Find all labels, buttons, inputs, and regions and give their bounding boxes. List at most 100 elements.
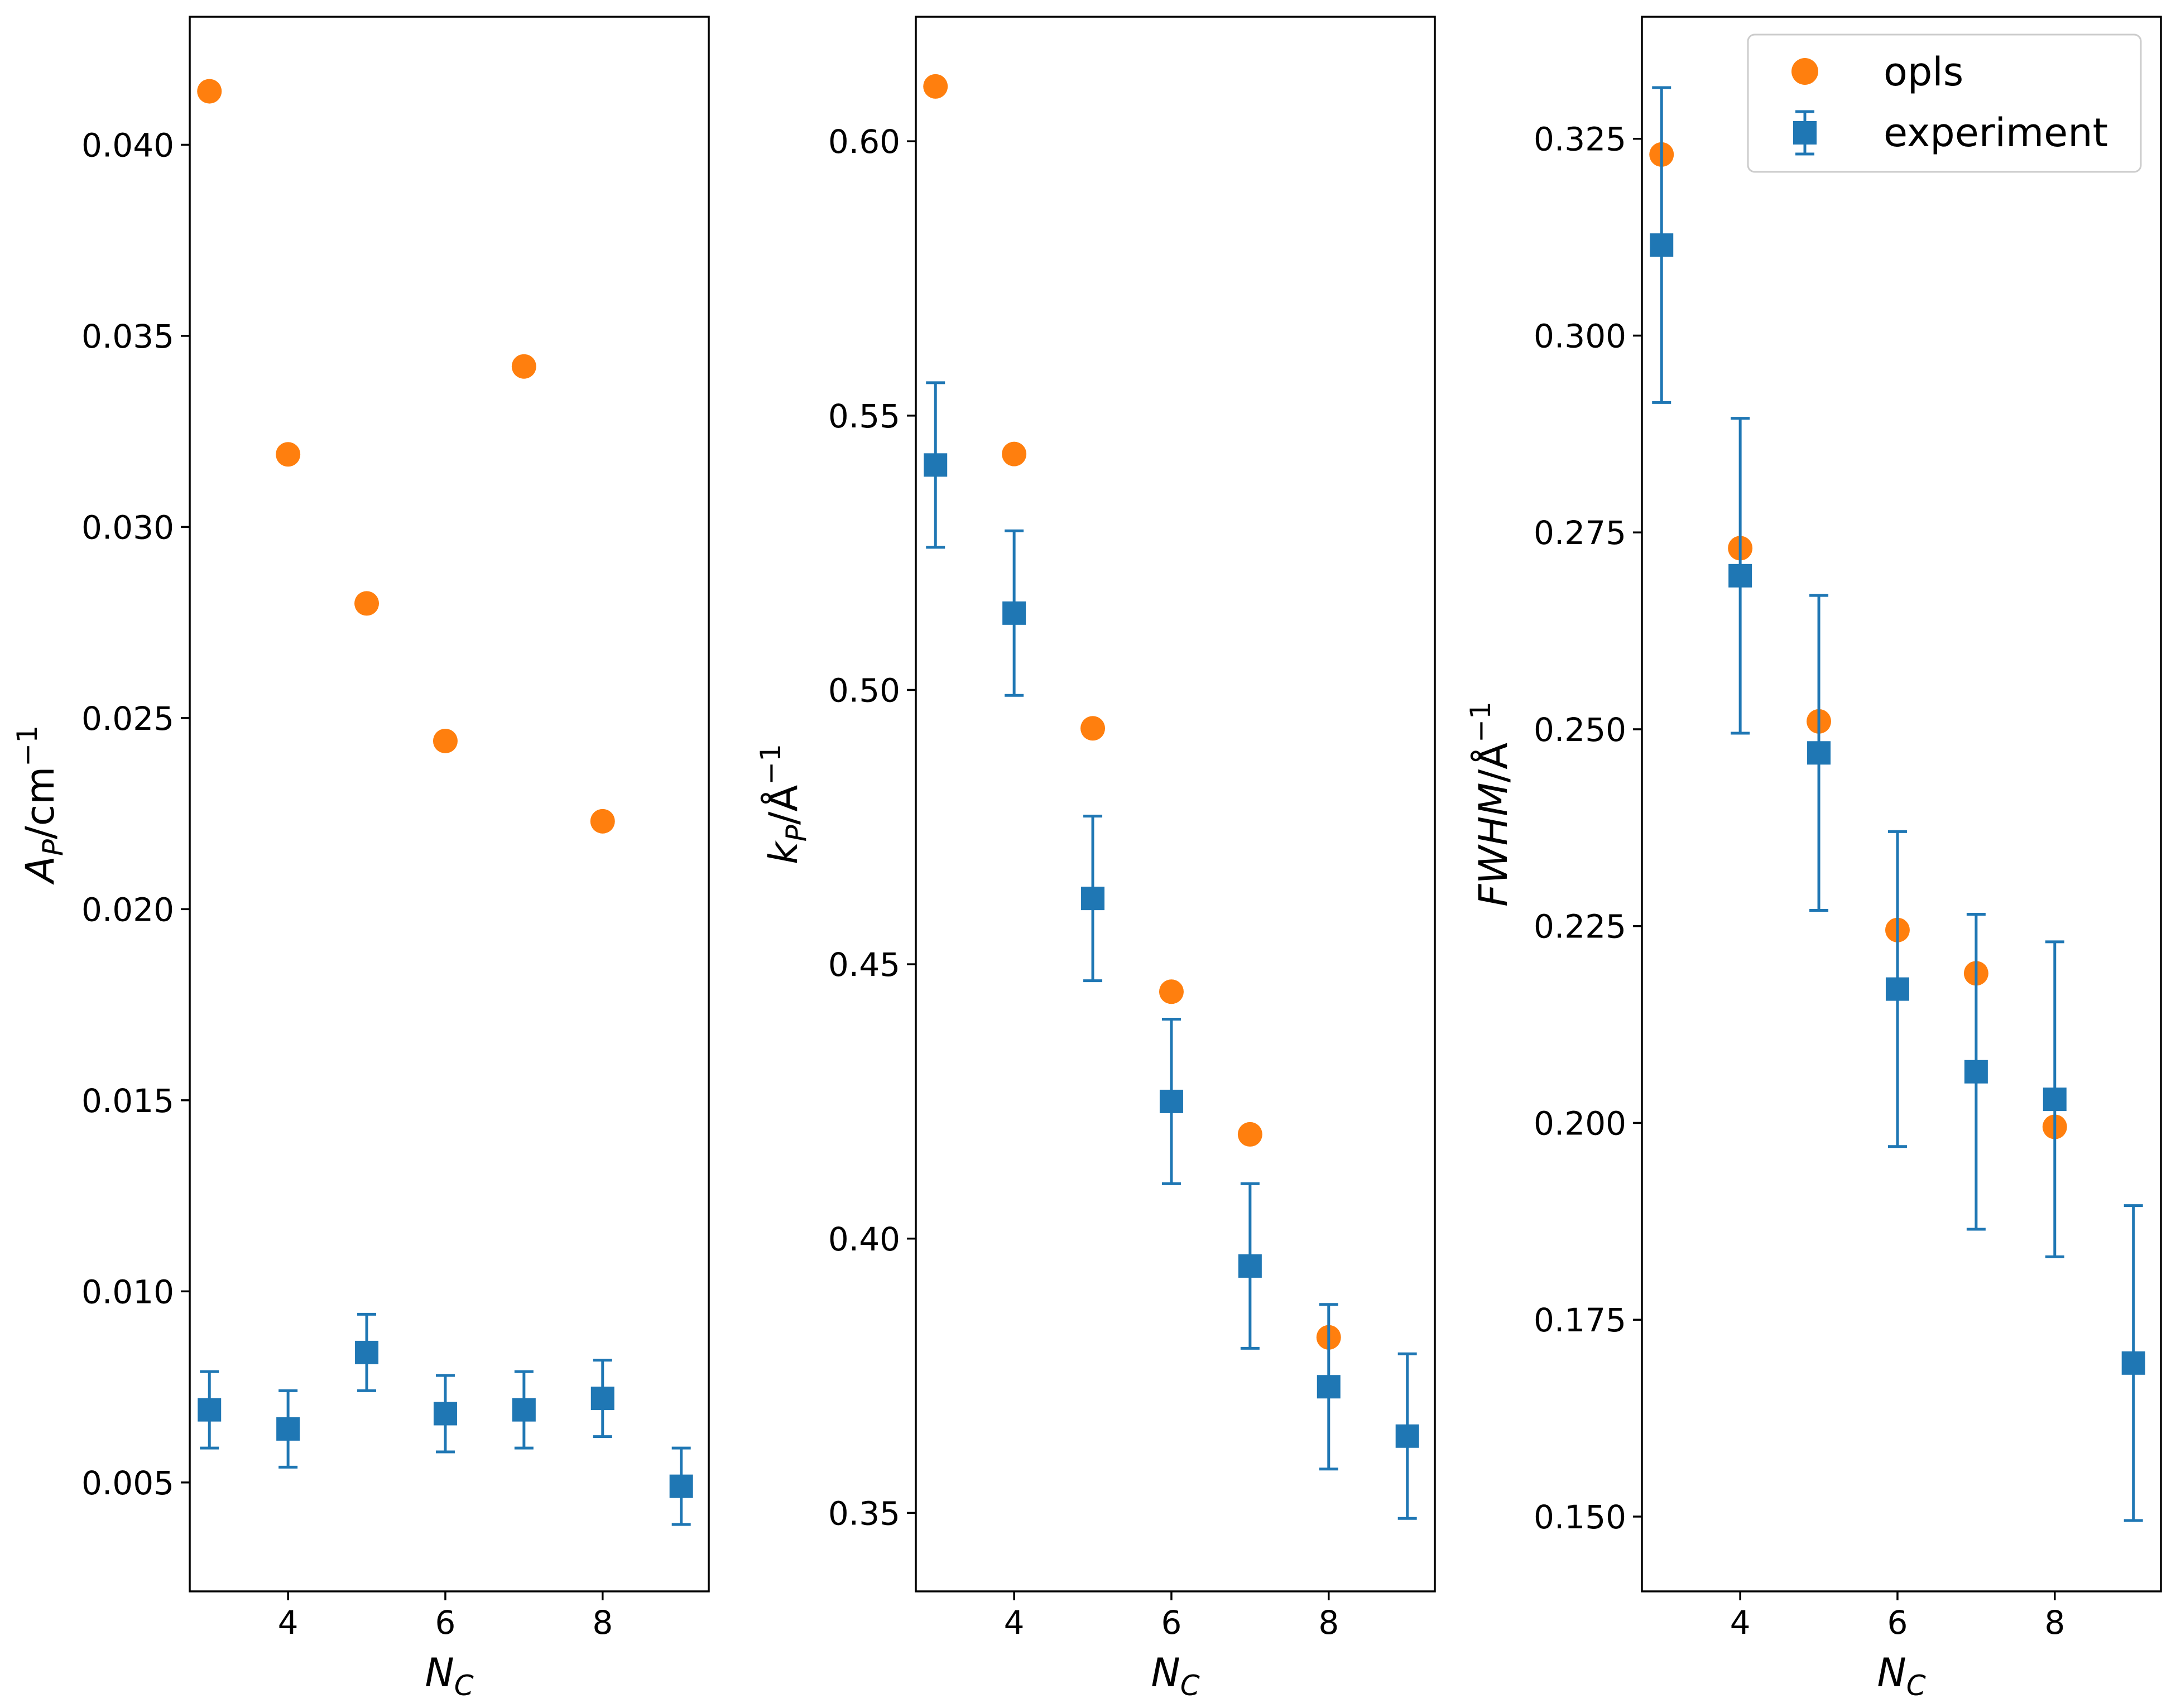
fwhm-experiment-marker — [1650, 233, 1674, 257]
legend-experiment-label: experiment — [1884, 110, 2108, 156]
amplitude-experiment-marker — [669, 1474, 693, 1498]
peak-position-opls-point — [923, 74, 948, 99]
peak-position-ticks: 4 6 8 0.35 0.40 0.45 0.50 0.55 0.60 — [828, 123, 1339, 1642]
peak-position-y-tick-label: 0.55 — [828, 397, 900, 435]
fwhm-experiment-marker — [1807, 741, 1831, 765]
peak-position-experiment-point — [1081, 815, 1105, 983]
amplitude-experiment-point — [276, 1389, 300, 1469]
peak-position-x-tick-label: 6 — [1161, 1604, 1182, 1642]
fwhm-axes-frame — [1641, 16, 2162, 1592]
fwhm-experiment-marker — [1964, 1060, 1988, 1084]
fwhm-x-tick-label: 6 — [1887, 1604, 1908, 1642]
amplitude-experiment-marker — [512, 1398, 536, 1422]
panel-amplitude: 4 6 8 0.005 0.010 0.015 0.020 0.025 0.030 0.035 0.… — [11, 16, 710, 1702]
peak-position-experiment-marker — [1159, 1089, 1183, 1113]
fwhm-y-tick-label: 0.150 — [1534, 1498, 1626, 1536]
fwhm-ticks: 4 6 8 0.150 0.175 0.200 0.225 0.250 0.275 0.300 0.… — [1534, 121, 2065, 1642]
peak-position-opls-point — [1159, 979, 1184, 1004]
amplitude-experiment-point — [355, 1312, 379, 1392]
amplitude-marks — [197, 79, 693, 1526]
fwhm-experiment-marker — [1885, 977, 1909, 1001]
fwhm-x-tick-label: 4 — [1730, 1604, 1751, 1642]
fwhm-experiment-point — [1728, 417, 1752, 735]
fwhm-x-axis-label: NC — [1877, 1650, 1925, 1702]
amplitude-y-tick-label: 0.025 — [81, 700, 174, 738]
amplitude-experiment-marker — [198, 1398, 222, 1422]
fwhm-experiment-point — [2043, 940, 2067, 1258]
peak-position-x-axis-label: NC — [1151, 1650, 1199, 1702]
peak-position-x-tick-label: 4 — [1004, 1604, 1025, 1642]
peak-position-y-tick-label: 0.45 — [828, 946, 900, 984]
amplitude-y-tick-label: 0.035 — [81, 317, 174, 355]
legend: opls experiment — [1747, 33, 2142, 173]
peak-position-y-axis-label: kP/Å−1 — [755, 744, 813, 864]
fwhm-experiment-point — [2121, 1204, 2145, 1522]
peak-position-marks — [923, 74, 1419, 1520]
peak-position-experiment-point — [1159, 1017, 1183, 1185]
fwhm-y-tick-label: 0.275 — [1534, 514, 1626, 552]
amplitude-x-tick-label: 8 — [592, 1604, 613, 1642]
legend-experiment-marker — [1793, 110, 1817, 156]
amplitude-ticks: 4 6 8 0.005 0.010 0.015 0.020 0.025 0.030 0.035 0.… — [81, 126, 613, 1642]
legend-box — [1747, 33, 2142, 173]
panel-peak-position: 4 6 8 0.35 0.40 0.45 0.50 0.55 0.60 NC kP/Å−1 — [755, 16, 1436, 1702]
amplitude-y-tick-label: 0.040 — [81, 126, 174, 164]
peak-position-experiment-marker — [1395, 1424, 1419, 1448]
fwhm-y-tick-label: 0.200 — [1534, 1104, 1626, 1142]
fwhm-y-tick-label: 0.225 — [1534, 908, 1626, 946]
peak-position-experiment-point — [1002, 529, 1026, 697]
amplitude-experiment-point — [669, 1446, 693, 1526]
amplitude-opls-point — [433, 728, 458, 753]
fwhm-experiment-marker — [1728, 564, 1752, 588]
peak-position-opls-point — [1237, 1122, 1262, 1147]
legend-opls-label: opls — [1884, 49, 1963, 95]
fwhm-experiment-point — [1650, 86, 1674, 404]
fwhm-y-tick-label: 0.300 — [1534, 317, 1626, 355]
amplitude-x-tick-label: 4 — [278, 1604, 299, 1642]
peak-position-y-tick-label: 0.40 — [828, 1220, 900, 1258]
peak-position-experiment-marker — [924, 453, 948, 477]
amplitude-experiment-marker — [433, 1402, 457, 1426]
peak-position-experiment-marker — [1317, 1375, 1341, 1399]
amplitude-y-tick-label: 0.010 — [81, 1273, 174, 1311]
amplitude-experiment-marker — [276, 1417, 300, 1441]
amplitude-y-tick-label: 0.020 — [81, 891, 174, 928]
fwhm-x-tick-label: 8 — [2044, 1604, 2065, 1642]
amplitude-experiment-marker — [590, 1387, 614, 1411]
peak-position-experiment-point — [1395, 1352, 1419, 1520]
legend-opls-marker — [1791, 58, 1818, 85]
fwhm-y-tick-label: 0.175 — [1534, 1301, 1626, 1339]
amplitude-experiment-marker — [355, 1340, 379, 1364]
peak-position-opls-point — [1080, 716, 1106, 741]
peak-position-experiment-point — [924, 381, 948, 549]
amplitude-y-tick-label: 0.030 — [81, 508, 174, 546]
amplitude-axes-frame — [189, 16, 710, 1592]
amplitude-y-tick-label: 0.005 — [81, 1464, 174, 1502]
fwhm-experiment-marker — [2043, 1088, 2067, 1112]
peak-position-y-tick-label: 0.60 — [828, 123, 900, 161]
peak-position-x-tick-label: 8 — [1318, 1604, 1339, 1642]
peak-position-experiment-marker — [1081, 887, 1105, 911]
peak-position-y-tick-label: 0.35 — [828, 1494, 900, 1532]
panel-fwhm: 4 6 8 0.150 0.175 0.200 0.225 0.250 0.275 0.300 0.… — [1464, 16, 2162, 1702]
amplitude-y-axis-label: AP/cm−1 — [11, 725, 69, 885]
peak-position-experiment-marker — [1238, 1254, 1262, 1278]
fwhm-experiment-point — [1807, 594, 1831, 912]
amplitude-experiment-point — [590, 1359, 614, 1438]
peak-position-opls-point — [1002, 441, 1027, 466]
fwhm-y-axis-label: FWHM/Å−1 — [1464, 701, 1516, 907]
peak-position-experiment-marker — [1002, 601, 1026, 625]
amplitude-x-axis-label: NC — [425, 1650, 473, 1702]
fwhm-experiment-point — [1885, 830, 1909, 1148]
amplitude-experiment-point — [198, 1370, 222, 1450]
amplitude-experiment-point — [512, 1370, 536, 1450]
peak-position-axes-frame — [915, 16, 1436, 1592]
amplitude-opls-point — [590, 809, 615, 834]
amplitude-opls-point — [197, 79, 222, 104]
amplitude-experiment-point — [433, 1374, 457, 1454]
amplitude-y-tick-label: 0.015 — [81, 1082, 174, 1120]
peak-position-y-tick-label: 0.50 — [828, 671, 900, 709]
fwhm-y-tick-label: 0.325 — [1534, 121, 1626, 158]
